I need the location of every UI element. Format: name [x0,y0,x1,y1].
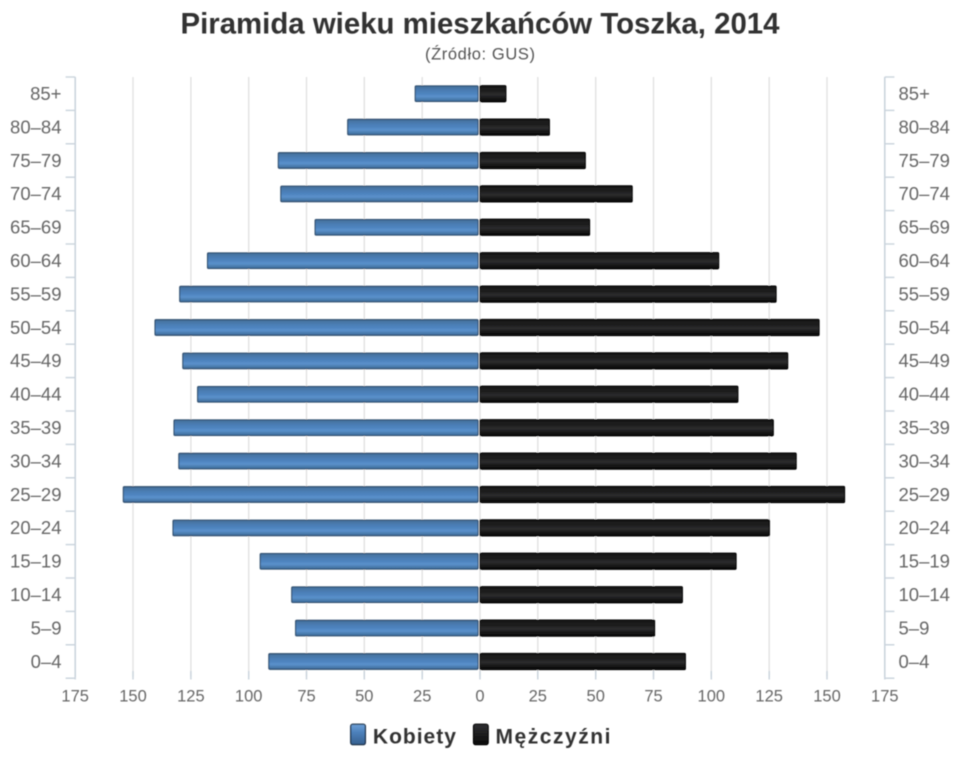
svg-text:0–4: 0–4 [31,651,62,672]
svg-text:Mężczyźni: Mężczyźni [496,726,611,749]
svg-text:75: 75 [644,688,662,706]
svg-text:175: 175 [871,688,899,706]
svg-text:50–54: 50–54 [10,317,61,338]
svg-text:150: 150 [119,688,147,706]
svg-text:15–19: 15–19 [10,551,61,572]
svg-text:70–74: 70–74 [899,183,950,204]
svg-text:125: 125 [755,688,783,706]
svg-text:50–54: 50–54 [899,317,950,338]
svg-text:15–19: 15–19 [899,551,950,572]
svg-text:50: 50 [587,688,605,706]
svg-text:30–34: 30–34 [899,450,950,471]
svg-text:60–64: 60–64 [10,250,61,271]
svg-text:35–39: 35–39 [899,417,950,438]
svg-text:60–64: 60–64 [899,250,950,271]
svg-text:80–84: 80–84 [10,116,61,137]
svg-text:100: 100 [235,688,263,706]
svg-text:20–24: 20–24 [899,517,950,538]
svg-text:55–59: 55–59 [899,283,950,304]
svg-text:100: 100 [698,688,726,706]
svg-text:175: 175 [61,688,89,706]
svg-text:80–84: 80–84 [899,116,950,137]
svg-text:75–79: 75–79 [10,150,61,171]
svg-text:40–44: 40–44 [899,384,950,405]
svg-text:Piramida wieku mieszkańców Tos: Piramida wieku mieszkańców Toszka, 2014 [181,8,780,41]
svg-text:25–29: 25–29 [899,484,950,505]
svg-text:45–49: 45–49 [899,350,950,371]
svg-text:50: 50 [355,688,373,706]
svg-text:25: 25 [529,688,547,706]
svg-text:55–59: 55–59 [10,283,61,304]
svg-text:125: 125 [177,688,205,706]
svg-text:Kobiety: Kobiety [373,726,456,749]
svg-text:10–14: 10–14 [10,584,61,605]
svg-text:(Źródło: GUS): (Źródło: GUS) [425,45,535,64]
svg-text:10–14: 10–14 [899,584,950,605]
svg-text:70–74: 70–74 [10,183,61,204]
svg-text:40–44: 40–44 [10,384,61,405]
svg-text:0: 0 [475,688,484,706]
svg-text:30–34: 30–34 [10,450,61,471]
svg-text:85+: 85+ [30,83,61,104]
svg-text:65–69: 65–69 [899,217,950,238]
svg-text:5–9: 5–9 [31,617,62,638]
svg-text:65–69: 65–69 [10,217,61,238]
svg-text:75–79: 75–79 [899,150,950,171]
svg-text:20–24: 20–24 [10,517,61,538]
svg-text:5–9: 5–9 [899,617,930,638]
svg-text:25–29: 25–29 [10,484,61,505]
svg-text:45–49: 45–49 [10,350,61,371]
svg-text:25: 25 [413,688,431,706]
svg-text:75: 75 [297,688,315,706]
svg-text:85+: 85+ [899,83,930,104]
svg-text:0–4: 0–4 [899,651,930,672]
svg-text:150: 150 [813,688,841,706]
svg-text:35–39: 35–39 [10,417,61,438]
